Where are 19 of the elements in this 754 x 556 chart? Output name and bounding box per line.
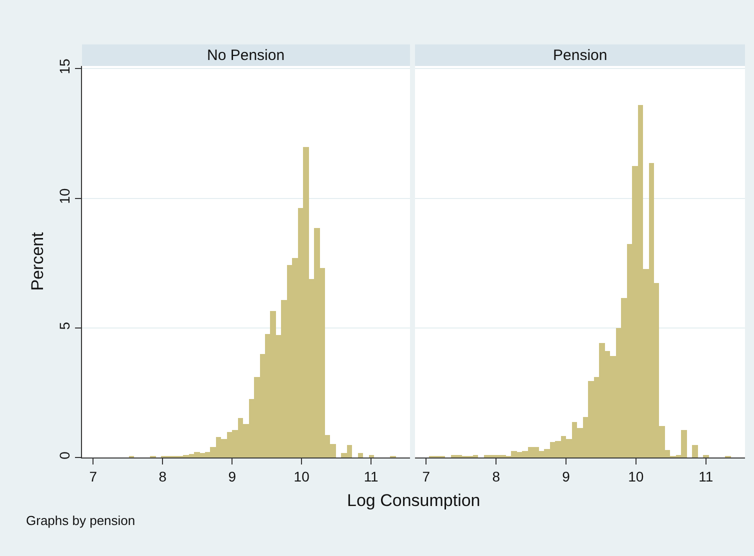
x-tick-label: 7 xyxy=(422,468,430,484)
y-tick-label: 0 xyxy=(56,451,72,460)
x-tick-label: 11 xyxy=(364,468,379,484)
text: Graphs by pension xyxy=(26,513,136,528)
x-tick-label: 10 xyxy=(294,468,310,484)
y-axis-title: Percent xyxy=(28,232,48,291)
y-tick-label: 5 xyxy=(56,322,72,330)
x-axis-title: Log Consumption xyxy=(347,491,480,510)
y-tick-label: 15 xyxy=(56,58,72,74)
chart-title: No Pension xyxy=(207,47,285,64)
chart-title: Pension xyxy=(553,47,608,64)
x-tick-label: 8 xyxy=(158,468,167,484)
x-tick-label: 9 xyxy=(228,468,236,484)
y-tick-label: 10 xyxy=(56,188,72,204)
x-tick-label: 9 xyxy=(562,468,570,484)
x-tick-label: 7 xyxy=(89,468,98,484)
x-tick-label: 11 xyxy=(698,468,714,484)
x-tick-label: 10 xyxy=(628,468,644,484)
x-tick-label: 8 xyxy=(492,468,500,484)
